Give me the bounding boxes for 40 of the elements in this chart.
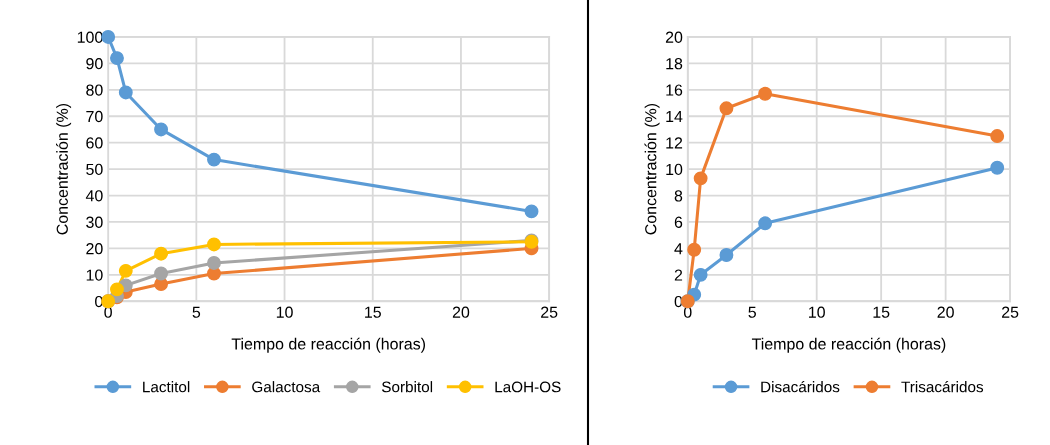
x-tick-label: 10 xyxy=(809,306,825,318)
y-tick-label: 14 xyxy=(666,111,683,123)
x-tick-label: 20 xyxy=(937,306,954,318)
y-tick-label: 50 xyxy=(86,163,103,176)
x-tick-label: 15 xyxy=(873,306,890,318)
y-tick-label: 8 xyxy=(674,190,683,202)
y-tick-label: 12 xyxy=(666,137,683,149)
x-axis-title: Tiempo de reacción (horas) xyxy=(231,337,426,353)
y-tick-label: 18 xyxy=(666,58,683,70)
x-tick-label: 25 xyxy=(1002,306,1019,318)
y-tick-label: 20 xyxy=(665,31,683,43)
legend-label: Galactosa xyxy=(252,381,321,393)
x-tick-label: 20 xyxy=(452,306,470,318)
y-axis-title: Concentración (%) xyxy=(56,103,72,235)
y-tick-label: 16 xyxy=(666,84,683,96)
x-tick-label: 15 xyxy=(365,306,381,318)
x-tick-label: 25 xyxy=(541,306,558,318)
y-tick-label: 20 xyxy=(86,243,103,255)
y-tick-label: 80 xyxy=(86,84,103,96)
x-tick-label: 5 xyxy=(748,306,756,318)
legend-label: LaOH-OS xyxy=(495,381,561,393)
y-tick-label: 10 xyxy=(666,163,683,176)
legend-label: Disacáridos xyxy=(761,380,840,393)
x-tick-label: 5 xyxy=(192,306,201,318)
legend-label: Lactitol xyxy=(143,381,190,393)
y-tick-label: 2 xyxy=(674,269,683,281)
y-tick-label: 70 xyxy=(86,110,103,123)
legend-label: Sorbitol xyxy=(381,381,433,393)
legend-label: Trisacáridos xyxy=(901,380,984,393)
y-tick-label: 6 xyxy=(674,216,683,228)
y-tick-label: 100 xyxy=(77,31,103,43)
y-tick-label: 40 xyxy=(85,190,103,202)
y-tick-label: 90 xyxy=(86,58,103,70)
y-tick-label: 30 xyxy=(86,216,103,228)
x-tick-label: 10 xyxy=(276,306,293,318)
x-axis-title: Tiempo de reacción (horas) xyxy=(751,337,946,353)
y-tick-label: 10 xyxy=(86,269,103,281)
y-axis-title: Concentración (%) xyxy=(644,103,660,235)
y-tick-label: 4 xyxy=(674,243,683,255)
y-tick-label: 60 xyxy=(86,137,103,149)
